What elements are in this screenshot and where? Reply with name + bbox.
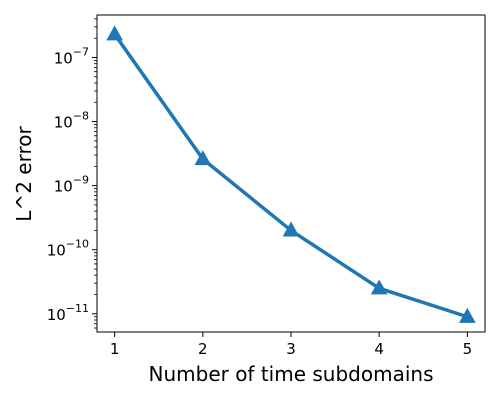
- data-point: [194, 150, 212, 166]
- y-axis-label: L^2 error: [12, 126, 36, 222]
- x-tick-label: 1: [110, 340, 120, 358]
- x-axis-ticks: 1 2 3 4 5: [110, 332, 472, 358]
- x-axis-label: Number of time subdomains: [149, 362, 434, 386]
- data-point: [106, 25, 123, 41]
- data-point: [459, 307, 476, 323]
- y-axis-ticks: 10−7 10−8 10−9 10−10 10−11: [47, 45, 97, 324]
- x-tick-label: 5: [463, 340, 473, 358]
- plot-frame: [96, 14, 486, 333]
- y-tick-label: 10−11: [47, 302, 89, 324]
- y-tick-label: 10−9: [54, 174, 89, 196]
- x-tick-label: 3: [286, 340, 296, 358]
- y-tick-label: 10−8: [54, 110, 89, 132]
- y-tick-label: 10−7: [54, 45, 89, 67]
- x-tick-label: 4: [374, 340, 384, 358]
- x-tick-label: 2: [198, 340, 208, 358]
- series-line: [112, 32, 470, 319]
- y-axis-minor-ticks: [94, 18, 97, 329]
- data-point: [370, 279, 388, 295]
- data-point: [282, 221, 300, 237]
- y-tick-label: 10−10: [47, 238, 89, 260]
- series-group: [106, 25, 476, 323]
